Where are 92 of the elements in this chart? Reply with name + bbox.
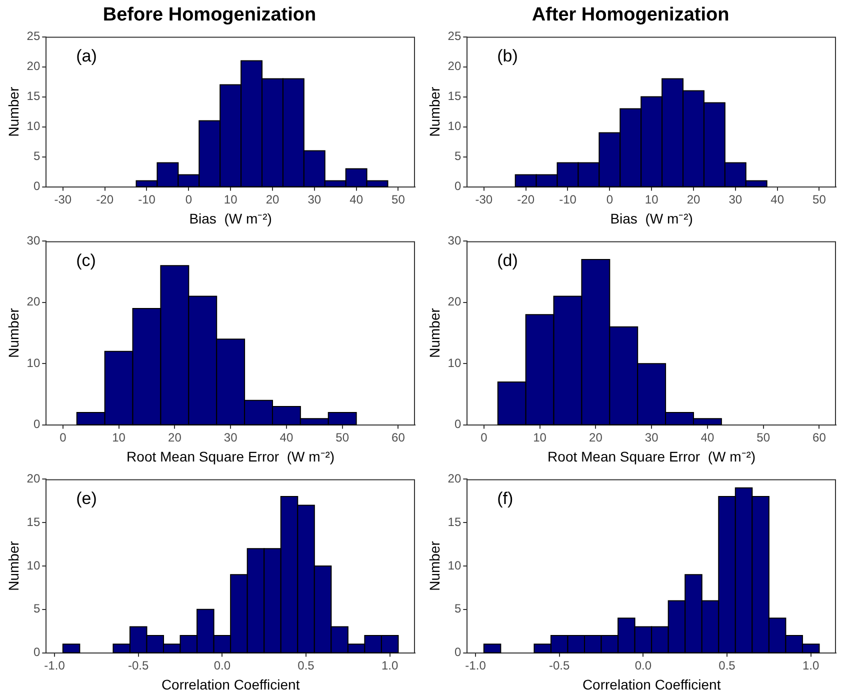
x-axis-title: Root Mean Square Error (W m⁻²) [548, 448, 756, 464]
x-tick-label: 50 [392, 192, 406, 206]
y-tick-label: 0 [33, 645, 40, 660]
x-tick-label: 60 [812, 430, 826, 444]
x-tick-label: 0.0 [214, 658, 231, 672]
x-tick-label: 10 [112, 430, 126, 444]
y-tick-label: 10 [448, 558, 462, 572]
x-tick-label: 30 [644, 430, 659, 444]
x-tick-label: 0.5 [298, 658, 315, 672]
y-tick-label: 15 [26, 89, 40, 104]
y-tick-label: 20 [448, 294, 462, 309]
x-axis-title: Correlation Coefficient [582, 676, 721, 692]
y-tick-label: 20 [26, 472, 40, 486]
y-axis-title: Number [426, 86, 442, 137]
y-tick-label: 5 [454, 149, 462, 164]
x-tick-label: 20 [266, 192, 280, 206]
x-tick-label: 40 [280, 430, 294, 444]
chart-title: Before Homogenization [102, 4, 316, 26]
x-tick-label: -10 [138, 192, 156, 206]
y-tick-label: 15 [448, 514, 462, 529]
annotation: (d) [497, 250, 518, 270]
x-tick-label: 10 [644, 192, 659, 206]
annotation: (c) [76, 250, 96, 270]
y-tick-label: 20 [448, 59, 462, 74]
annotation: (f) [497, 488, 514, 508]
y-tick-label: 10 [448, 356, 462, 370]
annotation: (a) [76, 46, 97, 66]
y-tick-label: 0 [454, 179, 462, 194]
x-tick-label: 10 [224, 192, 238, 206]
y-tick-label: 5 [33, 602, 40, 616]
y-tick-label: 0 [33, 179, 40, 194]
y-tick-label: 20 [26, 294, 40, 309]
y-axis-title: Number [426, 540, 442, 591]
x-axis-title: Bias (W m⁻²) [610, 210, 693, 226]
annotation: (e) [76, 488, 97, 508]
y-axis-title: Number [5, 540, 22, 591]
x-tick-label: -10 [559, 192, 577, 206]
x-tick-label: -1.0 [44, 658, 66, 672]
y-tick-label: 5 [454, 602, 462, 616]
y-axis-title: Number [5, 308, 22, 358]
x-tick-label: -0.5 [128, 658, 150, 672]
x-tick-label: 20 [168, 430, 182, 444]
y-tick-label: 30 [448, 234, 462, 248]
y-tick-label: 15 [26, 514, 40, 529]
x-tick-label: 50 [812, 192, 826, 206]
x-tick-label: 40 [770, 192, 784, 206]
x-tick-label: 0 [60, 430, 67, 444]
y-tick-label: 30 [26, 234, 40, 248]
x-tick-label: 10 [533, 430, 547, 444]
x-tick-label: 0.5 [718, 658, 736, 672]
x-tick-label: 50 [756, 430, 770, 444]
x-tick-label: 40 [350, 192, 364, 206]
x-tick-label: 30 [224, 430, 238, 444]
y-tick-label: 10 [26, 356, 40, 370]
y-tick-label: 10 [448, 119, 462, 134]
y-tick-label: 10 [26, 119, 40, 134]
x-tick-label: -20 [517, 192, 535, 206]
x-tick-label: -30 [475, 192, 493, 206]
x-tick-label: 60 [392, 430, 406, 444]
y-tick-label: 10 [26, 558, 40, 572]
x-axis-title: Root Mean Square Error (W m⁻²) [126, 448, 335, 464]
y-tick-label: 25 [26, 29, 40, 44]
x-tick-label: 30 [728, 192, 742, 206]
y-tick-label: 15 [448, 89, 462, 104]
x-tick-label: 0 [606, 192, 614, 206]
x-axis-title: Correlation Coefficient [161, 676, 300, 692]
y-tick-label: 0 [454, 645, 462, 660]
x-tick-label: 40 [700, 430, 714, 444]
y-tick-label: 25 [448, 29, 462, 44]
y-tick-label: 20 [26, 59, 40, 74]
x-tick-label: 0 [185, 192, 192, 206]
x-tick-label: 50 [336, 430, 350, 444]
x-axis-title: Bias (W m⁻²) [189, 210, 272, 226]
y-tick-label: 0 [33, 417, 40, 432]
y-axis-title: Number [5, 86, 22, 137]
x-tick-label: 1.0 [802, 658, 820, 672]
x-tick-label: 0.0 [634, 658, 652, 672]
annotation: (b) [497, 46, 518, 66]
x-tick-label: 0 [480, 430, 488, 444]
y-tick-label: 5 [33, 149, 40, 164]
x-tick-label: -1.0 [465, 658, 486, 672]
x-tick-label: -20 [96, 192, 114, 206]
x-tick-label: -30 [54, 192, 72, 206]
x-tick-label: 30 [308, 192, 322, 206]
y-axis-title: Number [426, 308, 442, 358]
x-tick-label: 1.0 [382, 658, 399, 672]
chart-title: After Homogenization [532, 4, 730, 26]
x-tick-label: -0.5 [549, 658, 570, 672]
x-tick-label: 20 [589, 430, 603, 444]
y-tick-label: 20 [448, 472, 462, 486]
y-tick-label: 0 [454, 417, 462, 432]
x-tick-label: 20 [686, 192, 700, 206]
